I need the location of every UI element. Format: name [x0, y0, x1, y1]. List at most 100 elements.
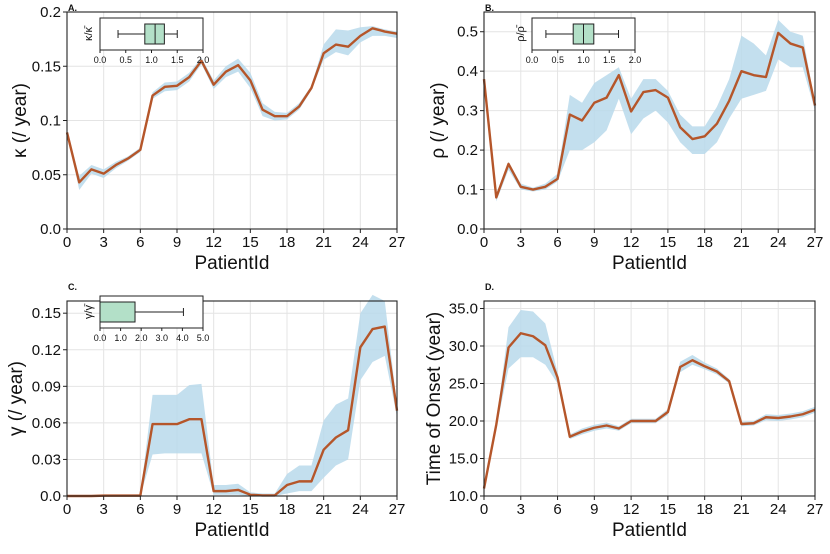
- panel-4: 0 3 6 9 12 15 18 21 24 27 10.0 15.0 20.0 25.0 30.0 35.0…: [424, 282, 823, 541]
- y-tick-label: 0.0: [457, 221, 478, 238]
- inset-frame: [99, 17, 204, 51]
- inset-boxplot: 0.0 0.5 1.0 1.5 2.0 ρ/ρ̄: [515, 17, 642, 65]
- inset-x-tick-label: 1.0: [145, 55, 158, 65]
- x-tick-label: 0: [480, 234, 488, 251]
- y-tick-label: 0.0: [40, 488, 61, 505]
- axes-frame: [483, 11, 816, 230]
- iqr-box: [99, 301, 136, 323]
- inset-x-tick-label: 3.0: [156, 333, 169, 343]
- y-tick-label: 0.03: [32, 451, 61, 468]
- series-line-mean: [65, 27, 398, 184]
- series-line-mean: [482, 31, 817, 199]
- y-tick-label: 15.0: [449, 451, 478, 468]
- uncertainty-band: [484, 19, 815, 202]
- inset-x-tick-label: 2.0: [197, 55, 210, 65]
- x-tick-label: 18: [279, 501, 296, 518]
- series-line-mean: [482, 332, 816, 489]
- inset-y-label: κ/κ̄: [83, 25, 95, 41]
- inset-x-tick-label: 4.0: [176, 333, 189, 343]
- x-tick-label: 9: [173, 501, 181, 518]
- inset-boxplot: 0.0 0.5 1.0 1.5 2.0 κ/κ̄: [83, 17, 210, 65]
- y-tick-label: 0.2: [457, 142, 478, 159]
- x-tick-label: 24: [352, 234, 369, 251]
- x-tick-label: 18: [696, 234, 713, 251]
- x-axis-label: PatientId: [612, 520, 687, 541]
- inset-x-tick-label: 0.0: [526, 55, 539, 65]
- inset-x-tick-label: 0.0: [94, 333, 107, 343]
- x-tick-label: 15: [242, 501, 259, 518]
- x-tick-label: 6: [553, 234, 561, 251]
- y-tick-label: 0.5: [457, 24, 478, 41]
- x-tick-label: 3: [517, 501, 525, 518]
- x-tick-label: 21: [315, 234, 332, 251]
- y-tick-label: 0.12: [32, 342, 61, 359]
- x-tick-label: 9: [590, 501, 598, 518]
- y-tick-label: 0.0: [40, 221, 61, 238]
- y-tick-label: 20.0: [449, 413, 478, 430]
- x-tick-label: 12: [623, 234, 640, 251]
- inset-x-tick-label: 2.0: [629, 55, 642, 65]
- y-tick-label: 0.4: [457, 63, 478, 80]
- y-axis-label: κ (/ year): [10, 83, 31, 158]
- iqr-box: [144, 23, 165, 45]
- inset-x-tick-label: 5.0: [197, 333, 210, 343]
- x-tick-label: 9: [173, 234, 181, 251]
- inset-x-tick-label: 1.5: [171, 55, 184, 65]
- y-tick-label: 10.0: [449, 488, 478, 505]
- x-tick-label: 15: [660, 234, 677, 251]
- inset-x-tick-label: 1.5: [603, 55, 616, 65]
- x-tick-label: 15: [660, 501, 677, 518]
- y-tick-label: 0.1: [40, 113, 61, 130]
- y-tick-label: 0.1: [457, 182, 478, 199]
- x-axis-label: PatientId: [195, 520, 270, 541]
- y-tick-label: 0.15: [32, 305, 61, 322]
- x-tick-label: 18: [279, 234, 296, 251]
- inset-x-tick-label: 2.0: [135, 333, 148, 343]
- uncertainty-band: [484, 310, 815, 489]
- x-tick-label: 3: [517, 234, 525, 251]
- y-axis-label: γ (/ year): [6, 361, 27, 436]
- x-tick-label: 21: [733, 234, 750, 251]
- inset-y-label: γ/γ̄: [83, 303, 95, 319]
- axes-frame: [483, 300, 816, 497]
- x-tick-label: 27: [807, 501, 824, 518]
- inset-x-tick-label: 0.5: [551, 55, 564, 65]
- y-tick-label: 0.15: [32, 58, 61, 75]
- inset-x-tick-label: 0.5: [119, 55, 132, 65]
- panel-letter: C.: [68, 282, 77, 292]
- axes-frame: [66, 300, 398, 497]
- panel-1: 0 3 6 9 12 15 18 21 24 27 0.0 0.05 0.1 0.15 0.2 Patient…: [10, 3, 405, 274]
- x-tick-label: 3: [99, 234, 107, 251]
- x-axis-label: PatientId: [195, 253, 270, 274]
- x-tick-label: 12: [623, 501, 640, 518]
- y-tick-label: 0.09: [32, 378, 61, 395]
- x-tick-label: 24: [352, 501, 369, 518]
- x-tick-label: 6: [136, 501, 144, 518]
- inset-boxplot: 0.0 1.0 2.0 3.0 4.0 5.0 γ/γ̄: [83, 295, 210, 343]
- y-tick-label: 35.0: [449, 301, 478, 318]
- x-tick-label: 12: [205, 501, 222, 518]
- y-tick-label: 30.0: [449, 338, 478, 355]
- x-tick-label: 6: [553, 501, 561, 518]
- x-axis-label: PatientId: [612, 253, 687, 274]
- inset-x-tick-label: 1.0: [577, 55, 590, 65]
- y-axis-label: Time of Onset (year): [424, 312, 445, 486]
- y-axis-label: ρ (/ year): [428, 82, 449, 158]
- inset-x-tick-label: 1.0: [114, 333, 127, 343]
- x-tick-label: 27: [807, 234, 824, 251]
- x-tick-label: 6: [136, 234, 144, 251]
- x-tick-label: 18: [696, 501, 713, 518]
- inset-y-label: ρ/ρ̄: [515, 24, 527, 42]
- x-tick-label: 0: [63, 234, 71, 251]
- x-tick-label: 15: [242, 234, 259, 251]
- x-tick-label: 24: [770, 501, 787, 518]
- y-tick-label: 0.2: [40, 4, 61, 21]
- x-tick-label: 0: [63, 501, 71, 518]
- x-tick-label: 24: [770, 234, 787, 251]
- inset-x-tick-label: 0.0: [94, 55, 107, 65]
- panel-2: 0 3 6 9 12 15 18 21 24 27 0.0 0.1 0.2 0.3 0.4 0.5 Patien…: [428, 3, 823, 274]
- x-tick-label: 21: [315, 501, 332, 518]
- x-tick-label: 27: [389, 501, 406, 518]
- panel-letter: D.: [485, 282, 494, 292]
